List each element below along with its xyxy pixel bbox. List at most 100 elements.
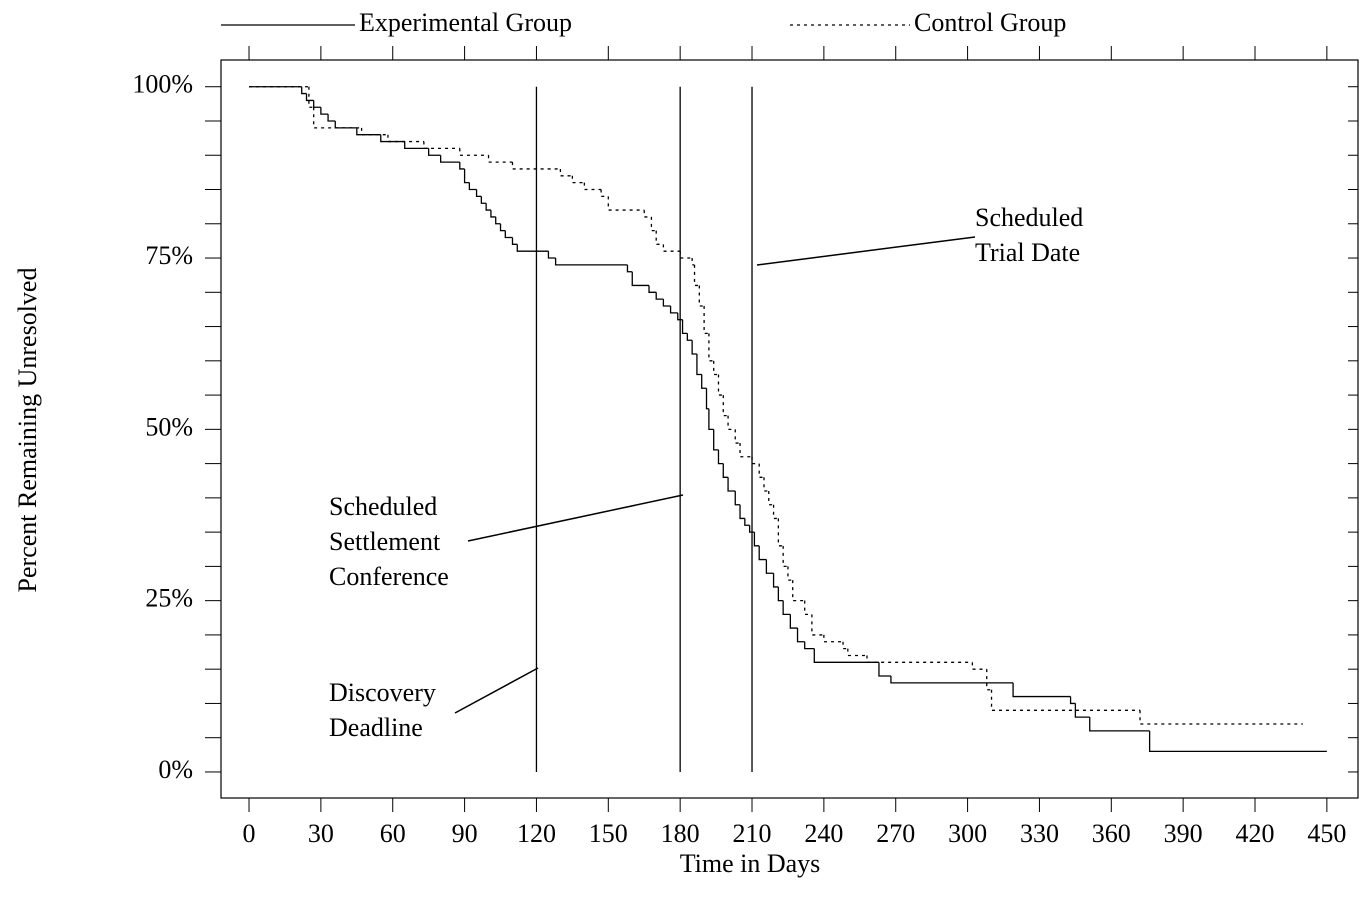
step-segment xyxy=(650,216,657,232)
annotation: Deadline xyxy=(329,713,423,742)
step-segment xyxy=(459,162,465,170)
step-segment xyxy=(744,518,750,526)
step-segment xyxy=(662,244,681,252)
step-segment xyxy=(847,648,867,657)
step-segment xyxy=(758,463,764,478)
step-segment xyxy=(308,86,314,108)
step-segment xyxy=(1012,682,1071,698)
step-segment xyxy=(748,525,755,533)
step-segment xyxy=(717,374,724,396)
x-tick-label: 270 xyxy=(876,819,915,848)
step-segment xyxy=(459,148,489,156)
step-segment xyxy=(696,353,702,376)
step-segment xyxy=(1089,717,1150,732)
step-segment xyxy=(485,203,491,211)
annotation: Scheduled xyxy=(329,492,437,521)
step-segment xyxy=(691,258,695,266)
step-segment xyxy=(789,614,798,629)
step-segment xyxy=(722,395,729,417)
x-tick-label: 30 xyxy=(308,819,334,848)
y-tick-label: 50% xyxy=(145,412,193,441)
step-segment xyxy=(693,264,700,287)
step-segment xyxy=(1148,730,1327,753)
step-segment xyxy=(404,141,429,150)
y-tick-label: 75% xyxy=(145,241,193,270)
step-segment xyxy=(772,573,779,588)
y-axis-label: Percent Remaining Unresolved xyxy=(13,268,42,593)
step-segment xyxy=(708,333,714,362)
step-segment xyxy=(727,415,736,430)
annotation-arrow xyxy=(454,667,539,714)
step-segment xyxy=(495,216,501,225)
step-segment xyxy=(705,388,709,410)
step-segment xyxy=(813,648,879,663)
step-segment xyxy=(468,182,477,191)
x-tick-label: 360 xyxy=(1092,819,1131,848)
step-segment xyxy=(305,93,314,102)
step-segment xyxy=(1074,703,1090,718)
step-segment xyxy=(703,306,709,335)
step-segment xyxy=(631,271,650,287)
step-segment xyxy=(739,504,745,520)
step-segment xyxy=(811,614,824,636)
step-segment xyxy=(559,168,573,177)
annotation-arrow xyxy=(467,494,684,542)
step-segment xyxy=(643,210,652,218)
step-segment xyxy=(677,312,683,321)
annotation: Scheduled xyxy=(975,203,1083,232)
step-segment xyxy=(971,662,987,670)
x-tick-label: 120 xyxy=(517,819,556,848)
step-segment xyxy=(782,600,791,616)
step-segment xyxy=(823,634,844,643)
step-segment xyxy=(487,155,513,163)
step-segment xyxy=(681,319,688,335)
step-segment xyxy=(777,518,784,547)
step-segment xyxy=(727,477,736,492)
step-segment xyxy=(717,449,724,465)
step-segment xyxy=(753,532,760,547)
step-segment xyxy=(890,676,1014,684)
y-tick-label: 25% xyxy=(145,584,193,613)
step-segment xyxy=(1069,696,1076,705)
step-segment xyxy=(428,148,441,156)
step-segment xyxy=(751,456,760,465)
step-segment xyxy=(516,244,549,252)
step-segment xyxy=(511,162,561,170)
step-segment xyxy=(804,641,815,650)
step-segment xyxy=(734,491,741,506)
step-segment xyxy=(547,251,556,259)
step-segment xyxy=(327,114,336,122)
annotation: Discovery xyxy=(329,678,436,707)
x-tick-label: 150 xyxy=(589,819,628,848)
x-tick-label: 420 xyxy=(1236,819,1275,848)
step-segment xyxy=(313,100,321,108)
step-segment xyxy=(607,196,645,211)
annotation: Settlement xyxy=(329,527,441,556)
step-segment xyxy=(708,408,714,430)
step-segment xyxy=(739,443,753,458)
step-segment xyxy=(787,566,793,581)
step-segment xyxy=(758,545,767,561)
step-segment xyxy=(600,189,609,198)
step-segment xyxy=(655,230,664,245)
step-segment xyxy=(763,477,769,492)
step-segment xyxy=(734,429,741,444)
step-segment xyxy=(768,491,774,506)
step-segment xyxy=(669,306,678,314)
step-segment xyxy=(380,134,405,143)
step-segment xyxy=(686,333,693,341)
x-tick-label: 240 xyxy=(804,819,843,848)
x-tick-label: 390 xyxy=(1164,819,1203,848)
step-segment xyxy=(698,285,705,307)
annotation: Trial Date xyxy=(975,238,1080,267)
step-segment xyxy=(475,189,482,198)
step-segment xyxy=(480,196,487,204)
step-segment xyxy=(796,628,805,643)
step-segment xyxy=(334,120,357,129)
step-segment xyxy=(463,168,470,184)
x-tick-label: 210 xyxy=(733,819,772,848)
step-segment xyxy=(878,662,891,677)
step-segment xyxy=(782,545,788,568)
step-segment xyxy=(554,258,628,266)
